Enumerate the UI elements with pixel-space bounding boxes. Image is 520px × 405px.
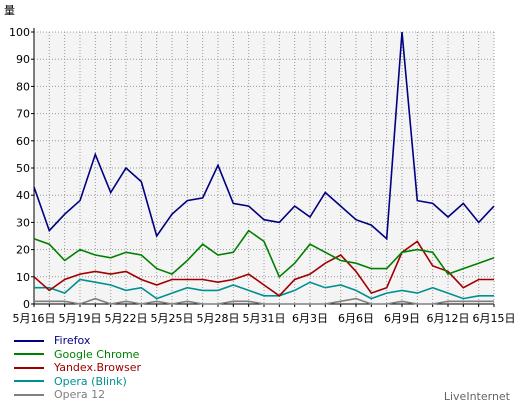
x-axis-ticks: 5月16日 5月19日 5月22日 5月25日 5月28日 5月31日 6月3日 6月6日 6月… bbox=[13, 304, 516, 325]
x-tick-label: 6月9日 bbox=[384, 312, 420, 325]
legend-item-yandex-browser[interactable]: Yandex.Browser bbox=[14, 361, 141, 375]
x-tick-label: 5月22日 bbox=[105, 312, 148, 325]
x-tick-label: 5月19日 bbox=[59, 312, 102, 325]
x-tick-label: 5月28日 bbox=[197, 312, 240, 325]
series-line-google-chrome bbox=[33, 229, 495, 279]
x-tick-label: 5月16日 bbox=[13, 312, 56, 325]
y-tick-label: 20 bbox=[16, 244, 30, 257]
legend-swatch bbox=[14, 339, 44, 342]
series-line-firefox bbox=[33, 31, 495, 241]
legend-label: Opera 12 bbox=[54, 388, 106, 401]
legend-label: Opera (Blink) bbox=[54, 374, 127, 388]
y-tick-label: 50 bbox=[16, 162, 30, 175]
series-line-yandex-browser bbox=[33, 240, 494, 297]
series-lines bbox=[33, 31, 495, 305]
gridlines bbox=[34, 31, 495, 304]
y-tick-label: 70 bbox=[16, 108, 30, 121]
y-tick-label: 80 bbox=[16, 80, 30, 93]
legend-label: Firefox bbox=[54, 334, 91, 347]
y-tick-label: 90 bbox=[16, 53, 30, 66]
legend-item-firefox[interactable]: Firefox bbox=[14, 334, 141, 348]
y-axis-ticks: 0 10 20 30 40 50 60 70 80 90 100 bbox=[9, 26, 34, 311]
y-axis-unit-label: 量 bbox=[4, 4, 15, 17]
legend-label: Google Chrome bbox=[54, 347, 140, 361]
y-tick-label: 100 bbox=[9, 26, 30, 39]
legend-swatch bbox=[14, 353, 44, 356]
legend-item-google-chrome[interactable]: Google Chrome bbox=[14, 348, 141, 362]
chart: 量 0 10 20 30 40 50 60 70 80 90 100 5月16日 5月19日 5月22日… bbox=[4, 4, 516, 325]
x-tick-label: 6月3日 bbox=[292, 312, 328, 325]
legend-swatch bbox=[14, 380, 44, 383]
x-tick-label: 5月31日 bbox=[243, 312, 286, 325]
y-tick-label: 40 bbox=[16, 189, 30, 202]
credit-label: LiveInternet bbox=[443, 390, 510, 403]
y-tick-label: 0 bbox=[23, 298, 30, 311]
x-tick-label: 6月12日 bbox=[427, 312, 470, 325]
series-line-opera-12 bbox=[34, 297, 494, 305]
legend-label: Yandex.Browser bbox=[54, 361, 142, 374]
y-tick-label: 60 bbox=[16, 135, 30, 148]
x-tick-label: 6月6日 bbox=[338, 312, 374, 325]
y-tick-label: 10 bbox=[16, 271, 30, 284]
legend-swatch bbox=[14, 366, 44, 369]
x-tick-label: 6月15日 bbox=[473, 312, 516, 325]
x-tick-label: 5月25日 bbox=[151, 312, 194, 325]
legend-item-opera-blink[interactable]: Opera (Blink) bbox=[14, 375, 141, 389]
y-tick-label: 30 bbox=[16, 216, 30, 229]
series-line-opera-blink bbox=[34, 278, 494, 300]
legend: Firefox Google Chrome Yandex.Browser Ope… bbox=[14, 334, 141, 402]
legend-item-opera-12[interactable]: Opera 12 bbox=[14, 388, 141, 402]
legend-swatch bbox=[14, 393, 44, 396]
